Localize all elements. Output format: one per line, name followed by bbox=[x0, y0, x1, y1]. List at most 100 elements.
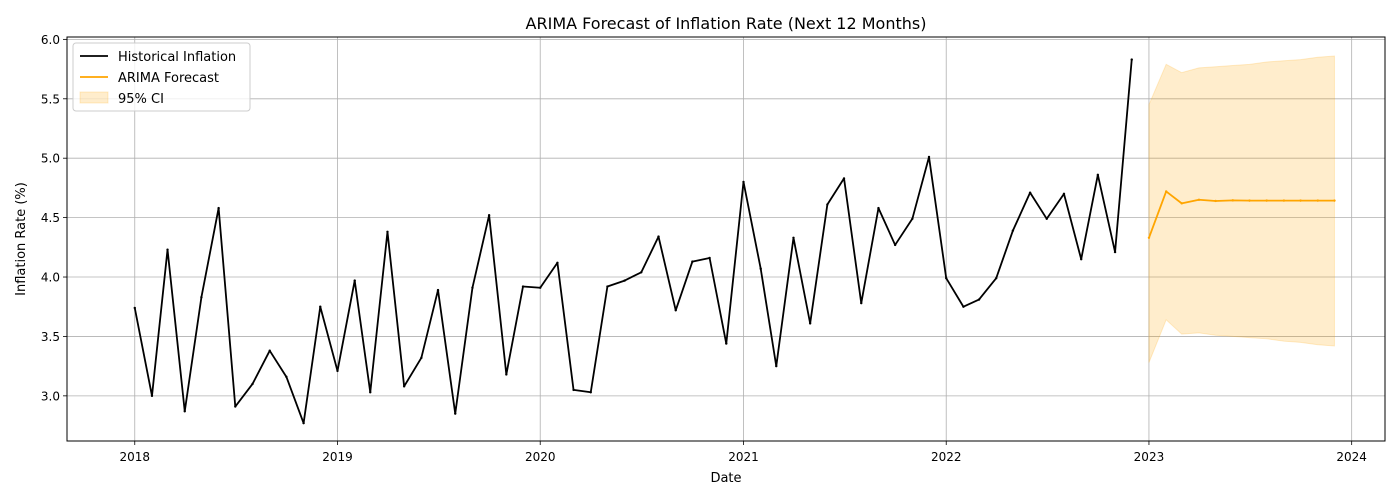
arima-forecast-line bbox=[1148, 190, 1335, 239]
legend-label-forecast: ARIMA Forecast bbox=[118, 71, 219, 86]
arima-forecast-point bbox=[1299, 199, 1302, 202]
historical-inflation-point bbox=[826, 203, 829, 206]
historical-inflation-point bbox=[539, 286, 542, 289]
arima-forecast-point bbox=[1265, 199, 1268, 202]
historical-inflation-point bbox=[234, 405, 237, 408]
confidence-band-layer bbox=[1148, 55, 1335, 363]
historical-inflation-point bbox=[962, 305, 965, 308]
legend: Historical Inflation ARIMA Forecast 95% … bbox=[72, 42, 251, 112]
historical-inflation-point bbox=[1130, 58, 1133, 61]
grid-lines bbox=[67, 37, 1385, 441]
historical-inflation-point bbox=[691, 260, 694, 263]
historical-inflation-point bbox=[150, 394, 154, 398]
y-axis-label: Inflation Rate (%) bbox=[14, 182, 29, 296]
x-axis-label: Date bbox=[710, 471, 741, 486]
historical-inflation-point bbox=[402, 385, 406, 388]
x-tick-label: 2022 bbox=[931, 450, 962, 464]
historical-inflation-point bbox=[708, 256, 711, 260]
historical-inflation-point bbox=[436, 288, 440, 292]
historical-inflation-point bbox=[1062, 192, 1066, 196]
confidence-band bbox=[1148, 55, 1335, 363]
legend-swatch-ci bbox=[79, 91, 109, 104]
historical-inflation-point bbox=[640, 271, 643, 274]
historical-inflation-point bbox=[420, 356, 423, 360]
historical-inflation-line bbox=[133, 59, 1133, 425]
historical-inflation-point bbox=[285, 375, 288, 379]
arima-forecast-point bbox=[1197, 198, 1201, 201]
x-axis-ticks: 2018 2019 2020 2021 2022 2023 2024 bbox=[119, 441, 1367, 464]
historical-inflation-point bbox=[268, 349, 271, 352]
y-axis-ticks: 3.0 3.5 4.0 4.5 5.0 5.5 6.0 bbox=[41, 33, 67, 403]
historical-inflation-point bbox=[808, 322, 812, 325]
historical-inflation-point bbox=[977, 298, 981, 301]
historical-inflation-point bbox=[759, 267, 762, 270]
historical-inflation-point bbox=[369, 391, 372, 394]
historical-inflation-point bbox=[217, 206, 220, 210]
arima-forecast-point bbox=[1147, 236, 1151, 240]
x-tick-label: 2023 bbox=[1134, 450, 1165, 464]
historical-inflation-point bbox=[183, 410, 186, 413]
historical-inflation-point bbox=[556, 261, 559, 264]
y-tick-label: 3.0 bbox=[41, 389, 60, 403]
historical-inflation-point bbox=[792, 236, 795, 240]
y-tick-label: 4.0 bbox=[41, 271, 60, 285]
arima-forecast-point bbox=[1248, 199, 1251, 202]
x-tick-label: 2019 bbox=[322, 450, 353, 464]
historical-inflation-point bbox=[133, 306, 136, 310]
historical-inflation-point bbox=[725, 342, 728, 345]
historical-inflation-point bbox=[336, 369, 339, 373]
historical-inflation-point bbox=[200, 296, 203, 299]
historical-inflation-point bbox=[842, 177, 846, 180]
historical-inflation-point bbox=[353, 279, 356, 282]
historical-inflation-point bbox=[606, 285, 609, 288]
historical-inflation-point bbox=[521, 285, 525, 288]
legend-label-ci: 95% CI bbox=[118, 92, 164, 107]
legend-label-historical: Historical Inflation bbox=[118, 50, 236, 65]
historical-inflation-point bbox=[1028, 191, 1032, 194]
historical-inflation-point bbox=[775, 364, 778, 368]
historical-inflation-point bbox=[877, 206, 880, 210]
y-tick-label: 6.0 bbox=[41, 33, 60, 47]
historical-inflation-point bbox=[302, 421, 305, 425]
historical-inflation-point bbox=[1045, 217, 1048, 220]
historical-inflation-point bbox=[505, 373, 508, 376]
historical-inflation-point bbox=[166, 248, 169, 251]
arima-forecast-point bbox=[1214, 199, 1217, 203]
historical-inflation-point bbox=[911, 217, 914, 220]
historical-inflation-point bbox=[1011, 229, 1015, 232]
historical-inflation-point bbox=[251, 382, 254, 386]
arima-forecast-point bbox=[1333, 199, 1336, 202]
historical-inflation-point bbox=[589, 391, 592, 394]
historical-inflation-point bbox=[945, 277, 948, 280]
y-tick-label: 5.0 bbox=[41, 152, 60, 166]
historical-inflation-point bbox=[487, 214, 491, 217]
historical-inflation-point bbox=[623, 279, 626, 282]
historical-inflation-point bbox=[319, 305, 322, 308]
historical-inflation-point bbox=[995, 277, 998, 280]
historical-inflation-point bbox=[1079, 258, 1083, 261]
arima-forecast-point bbox=[1164, 190, 1168, 193]
historical-inflation-point bbox=[927, 155, 931, 159]
series-layer bbox=[133, 58, 1336, 425]
historical-inflation-point bbox=[674, 309, 677, 312]
historical-inflation-point bbox=[742, 180, 745, 184]
historical-inflation-point bbox=[386, 230, 389, 234]
y-tick-label: 4.5 bbox=[41, 211, 60, 225]
x-tick-label: 2018 bbox=[119, 450, 150, 464]
y-tick-label: 3.5 bbox=[41, 330, 60, 344]
historical-inflation-point bbox=[1113, 250, 1117, 254]
x-tick-label: 2024 bbox=[1336, 450, 1367, 464]
arima-forecast-point bbox=[1316, 199, 1319, 202]
arima-forecast-point bbox=[1231, 199, 1235, 202]
historical-inflation-point bbox=[657, 235, 660, 238]
chart-title: ARIMA Forecast of Inflation Rate (Next 1… bbox=[526, 14, 927, 33]
historical-inflation-point bbox=[454, 412, 457, 415]
x-tick-label: 2020 bbox=[525, 450, 556, 464]
historical-inflation-point bbox=[893, 243, 897, 247]
arima-forecast-point bbox=[1282, 199, 1286, 202]
historical-inflation-point bbox=[1096, 173, 1100, 177]
historical-inflation-point bbox=[572, 388, 575, 392]
x-tick-label: 2021 bbox=[728, 450, 759, 464]
plot-area-frame bbox=[66, 36, 1386, 442]
